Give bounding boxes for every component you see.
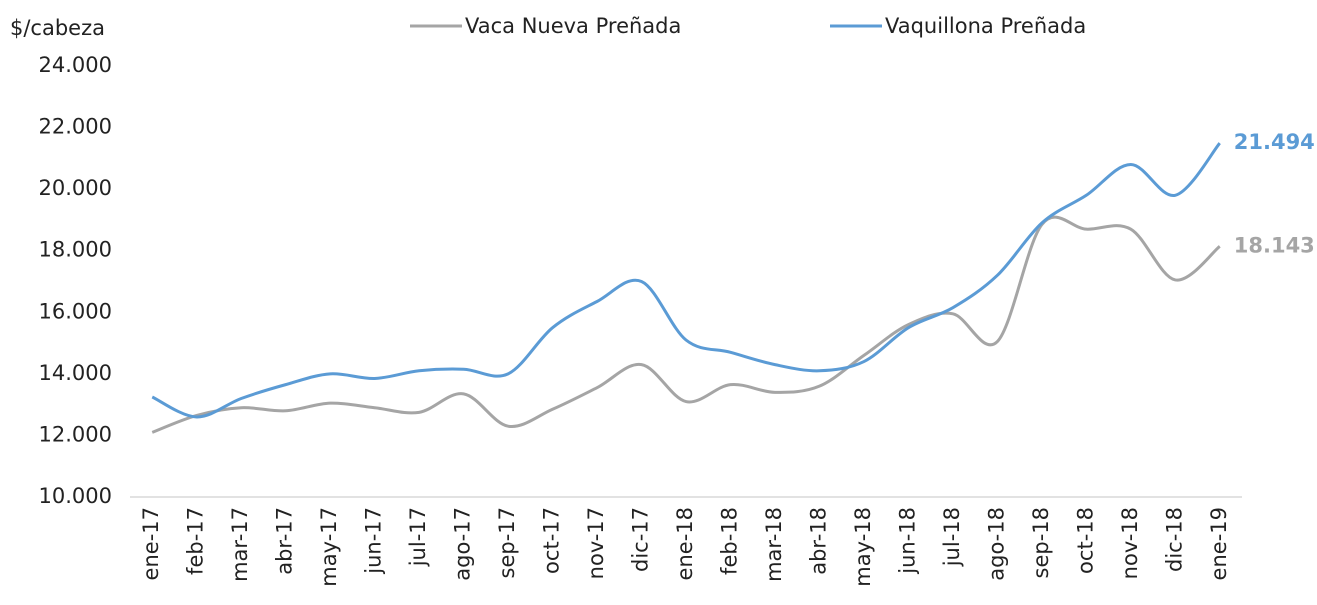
x-tick-label: dic-17 [629, 507, 653, 572]
y-tick-label: 22.000 [39, 115, 112, 139]
x-tick-label: ene-19 [1207, 507, 1231, 580]
y-tick-label: 10.000 [39, 484, 112, 508]
y-tick-label: 24.000 [39, 53, 112, 77]
line [151, 215, 1221, 434]
x-tick-label: dic-18 [1162, 507, 1186, 572]
x-tick-label: may-18 [851, 507, 875, 587]
value-label: 21.494 [1234, 130, 1315, 154]
x-tick-label: abr-18 [806, 507, 830, 575]
legend-label: Vaquillona Preñada [885, 14, 1086, 38]
x-tick-label: jul-17 [406, 507, 430, 567]
x-tick-label: sep-18 [1029, 507, 1053, 579]
x-tick-label: sep-17 [495, 507, 519, 579]
y-tick-label: 18.000 [39, 238, 112, 262]
x-tick-label: nov-17 [584, 507, 608, 579]
x-tick-label: oct-18 [1073, 507, 1097, 574]
x-tick-label: mar-18 [762, 507, 786, 582]
y-tick-label: 16.000 [39, 299, 112, 323]
x-tick-label: jun-18 [895, 507, 919, 575]
x-tick-label: feb-18 [717, 507, 741, 575]
line [151, 142, 1221, 419]
y-tick-label: 20.000 [39, 176, 112, 200]
x-tick-label: ago-17 [451, 507, 475, 581]
value-label: 18.143 [1234, 233, 1315, 257]
x-tick-label: oct-17 [540, 507, 564, 574]
x-tick-label: mar-17 [228, 507, 252, 582]
x-tick-label: may-17 [317, 507, 341, 587]
y-tick-label: 12.000 [39, 422, 112, 446]
x-tick-label: ene-18 [673, 507, 697, 580]
x-tick-label: ene-17 [139, 507, 163, 580]
x-tick-label: ago-18 [984, 507, 1008, 581]
legend-label: Vaca Nueva Preñada [465, 14, 681, 38]
x-tick-label: jun-17 [362, 507, 386, 575]
x-tick-label: feb-17 [184, 507, 208, 575]
x-tick-label: abr-17 [273, 507, 297, 575]
y-tick-label: 14.000 [39, 361, 112, 385]
x-tick-label: nov-18 [1118, 507, 1142, 579]
x-tick-label: jul-18 [940, 507, 964, 567]
y-axis-label: $/cabeza [10, 16, 105, 40]
